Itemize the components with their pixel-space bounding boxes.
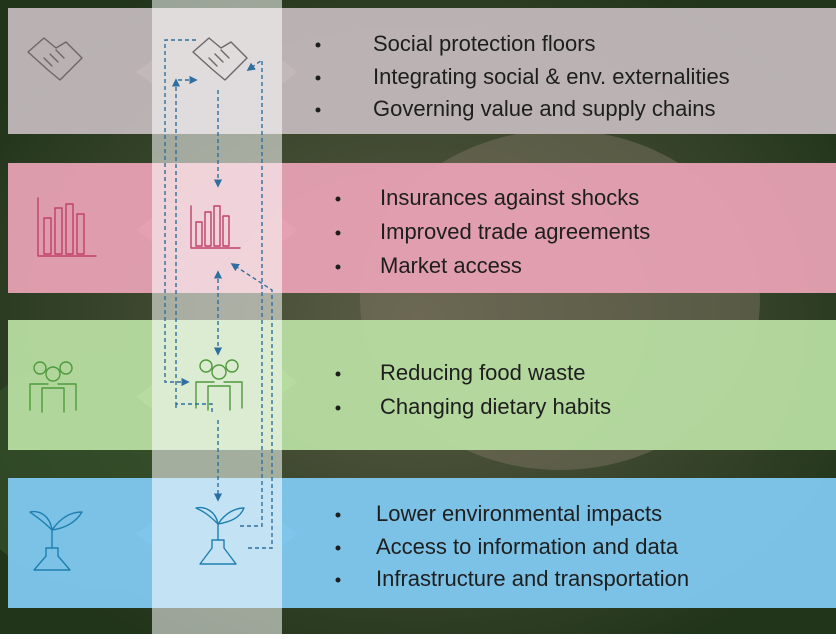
bullet-text: Lower environmental impacts <box>376 501 662 526</box>
bullet-text: Reducing food waste <box>380 360 585 385</box>
bullet-text: Infrastructure and transportation <box>376 566 689 591</box>
bullet-text: Insurances against shocks <box>380 185 639 210</box>
band-row-3 <box>8 320 836 450</box>
bullet-text: Social protection floors <box>373 31 596 56</box>
bullet-text: Improved trade agreements <box>380 219 650 244</box>
bullet-text: Market access <box>380 253 522 278</box>
bullet-text: Access to information and data <box>376 534 679 559</box>
bullet-text: Changing dietary habits <box>380 394 611 419</box>
bullet-text: Integrating social & env. externalities <box>373 64 730 89</box>
row-4-list: Lower environmental impacts Access to in… <box>336 501 690 591</box>
infographic: Social protection floors Integrating soc… <box>0 0 836 634</box>
bullet-text: Governing value and supply chains <box>373 96 715 121</box>
